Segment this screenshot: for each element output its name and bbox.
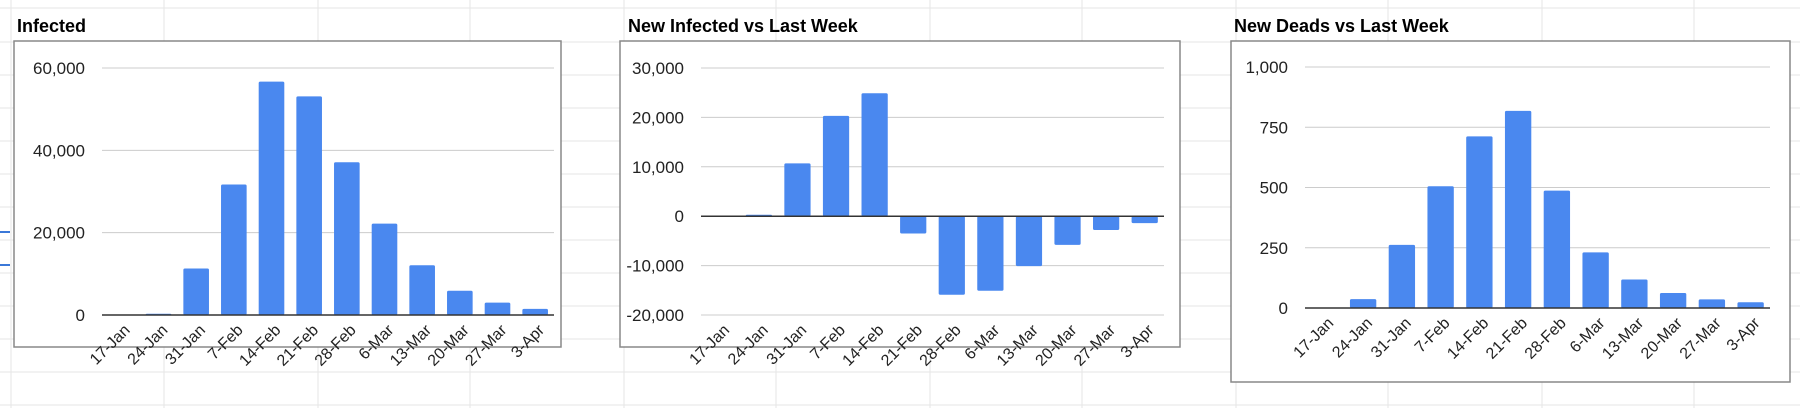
bar-14-feb (258, 81, 285, 316)
bar-6-mar (1582, 252, 1609, 308)
bar-14-feb (861, 93, 888, 217)
chart-frame (619, 40, 1181, 348)
bar-27-mar (484, 302, 511, 315)
chart-title-infected: Infected (17, 16, 87, 36)
y-tick-label: 1,000 (1245, 58, 1288, 77)
bar-3-apr (1737, 302, 1764, 308)
y-tick-label: 750 (1260, 118, 1288, 137)
y-tick-label: 40,000 (33, 141, 85, 160)
bar-31-jan (784, 163, 811, 217)
chart-title-new-infected: New Infected vs Last Week (628, 16, 858, 36)
bar-21-feb (900, 216, 927, 234)
y-tick-label: 250 (1260, 239, 1288, 258)
bar-13-mar (409, 265, 435, 315)
bar-14-feb (1466, 136, 1493, 308)
bar-27-mar (1093, 216, 1120, 231)
bar-31-jan (1388, 244, 1416, 308)
bar-20-mar (1659, 293, 1687, 308)
bar-6-mar (977, 216, 1004, 291)
bar-21-feb (1504, 110, 1532, 308)
y-tick-label: 10,000 (632, 158, 684, 177)
bar-7-feb (1427, 186, 1454, 308)
bar-6-mar (371, 223, 398, 315)
bar-31-jan (183, 268, 209, 315)
y-tick-label: 0 (76, 306, 85, 325)
y-tick-label: 500 (1260, 179, 1288, 198)
bar-3-apr (522, 308, 548, 315)
y-tick-label: -10,000 (626, 257, 684, 276)
bar-27-mar (1698, 299, 1726, 308)
bar-3-apr (1131, 216, 1158, 224)
y-tick-label: 30,000 (632, 59, 684, 78)
bar-21-feb (296, 96, 322, 315)
bar-28-feb (334, 162, 360, 315)
bar-24-jan (1349, 299, 1377, 308)
bar-13-mar (1621, 279, 1648, 308)
y-tick-label: 0 (1279, 299, 1288, 318)
chart-title-new-deads: New Deads vs Last Week (1234, 16, 1449, 36)
bar-28-feb (1543, 190, 1571, 308)
bar-20-mar (1054, 216, 1081, 245)
y-tick-label: 20,000 (632, 108, 684, 127)
y-tick-label: 60,000 (33, 59, 85, 78)
bar-7-feb (822, 115, 850, 217)
bar-13-mar (1015, 216, 1043, 267)
y-tick-label: 0 (675, 207, 684, 226)
bar-7-feb (221, 184, 247, 315)
bar-20-mar (447, 290, 473, 315)
bar-28-feb (938, 216, 965, 295)
y-tick-label: 20,000 (33, 224, 85, 243)
y-tick-label: -20,000 (626, 306, 684, 325)
